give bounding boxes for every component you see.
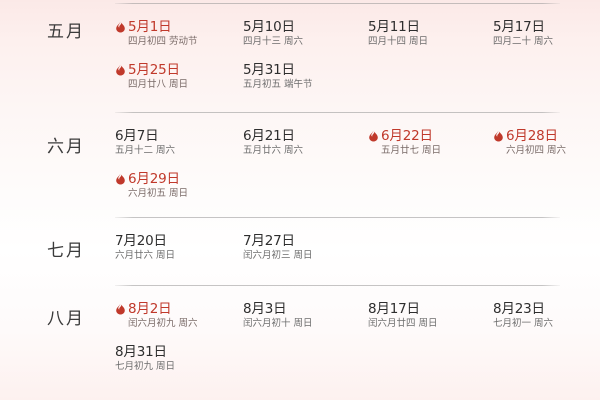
- entry-date: 6月7日: [115, 128, 159, 144]
- date-entry[interactable]: 7月27日 闰六月初三 周日: [243, 234, 371, 262]
- entry-date: 7月20日: [115, 233, 167, 249]
- entry-lunar-label: 五月十二 周六: [115, 145, 176, 156]
- holiday-entry[interactable]: 5月1日 四月初四 劳动节: [115, 20, 243, 48]
- date-entry[interactable]: 8月17日 闰六月廿四 周日: [368, 302, 496, 330]
- entry-header: 7月20日: [115, 234, 243, 249]
- entry-lunar-label: 七月初九 周日: [115, 361, 176, 372]
- entry-header: 6月28日: [493, 129, 600, 144]
- month-divider: [115, 217, 560, 218]
- entry-header: 5月25日: [115, 63, 243, 78]
- entry-date: 5月31日: [243, 62, 295, 78]
- date-entry[interactable]: 7月20日 六月廿六 周日: [115, 234, 243, 262]
- entry-header: 6月7日: [115, 129, 243, 144]
- month-label: 七月: [47, 241, 85, 261]
- entry-lunar-label: 闰六月初九 周六: [128, 318, 198, 329]
- date-entry[interactable]: 5月31日 五月初五 端午节: [243, 63, 371, 91]
- entry-header: 8月3日: [243, 302, 371, 317]
- entry-date: 5月11日: [368, 19, 420, 35]
- entry-date: 6月22日: [381, 128, 433, 144]
- entry-lunar-label: 四月初四 劳动节: [128, 36, 198, 47]
- entry-lunar-label: 闰六月初十 周日: [243, 318, 313, 329]
- entry-lunar-label: 闰六月廿四 周日: [368, 318, 438, 329]
- entry-lunar-label: 六月初五 周日: [128, 188, 189, 199]
- entry-header: 5月31日: [243, 63, 371, 78]
- holiday-entry[interactable]: 6月28日 六月初四 周六: [493, 129, 600, 157]
- entry-lunar-label: 四月廿八 周日: [128, 79, 189, 90]
- entry-lunar-label: 闰六月初三 周日: [243, 250, 313, 261]
- entry-date: 6月21日: [243, 128, 295, 144]
- month-divider: [115, 285, 560, 286]
- entry-lunar-label: 五月初五 端午节: [243, 79, 313, 90]
- entry-header: 5月11日: [368, 20, 496, 35]
- entry-lunar-label: 五月廿六 周六: [243, 145, 304, 156]
- entry-header: 5月1日: [115, 20, 243, 35]
- entry-header: 8月17日: [368, 302, 496, 317]
- flame-icon: [115, 21, 126, 34]
- flame-icon: [368, 130, 379, 143]
- entry-lunar-label: 四月二十 周六: [493, 36, 554, 47]
- date-entry[interactable]: 8月23日 七月初一 周六: [493, 302, 600, 330]
- entry-header: 7月27日: [243, 234, 371, 249]
- entry-header: 8月23日: [493, 302, 600, 317]
- flame-icon: [493, 130, 504, 143]
- date-entry[interactable]: 6月7日 五月十二 周六: [115, 129, 243, 157]
- entry-date: 7月27日: [243, 233, 295, 249]
- entry-lunar-label: 六月廿六 周日: [115, 250, 176, 261]
- month-label: 八月: [47, 309, 85, 329]
- holiday-entry[interactable]: 8月2日 闰六月初九 周六: [115, 302, 243, 330]
- entry-date: 6月28日: [506, 128, 558, 144]
- entry-lunar-label: 六月初四 周六: [506, 145, 567, 156]
- holiday-entry[interactable]: 6月29日 六月初五 周日: [115, 172, 243, 200]
- date-entry[interactable]: 6月21日 五月廿六 周六: [243, 129, 371, 157]
- entry-lunar-label: 五月廿七 周日: [381, 145, 442, 156]
- entry-date: 5月10日: [243, 19, 295, 35]
- entry-date: 5月25日: [128, 62, 180, 78]
- holiday-entry[interactable]: 5月25日 四月廿八 周日: [115, 63, 243, 91]
- date-entry[interactable]: 8月31日 七月初九 周日: [115, 345, 243, 373]
- month-label: 六月: [47, 137, 85, 157]
- entry-date: 8月23日: [493, 301, 545, 317]
- date-entry[interactable]: 5月11日 四月十四 周日: [368, 20, 496, 48]
- entry-date: 8月17日: [368, 301, 420, 317]
- entry-date: 8月3日: [243, 301, 287, 317]
- entry-header: 5月10日: [243, 20, 371, 35]
- date-entry[interactable]: 5月17日 四月二十 周六: [493, 20, 600, 48]
- entry-date: 8月2日: [128, 301, 172, 317]
- holiday-entry[interactable]: 6月22日 五月廿七 周日: [368, 129, 496, 157]
- entry-header: 8月2日: [115, 302, 243, 317]
- flame-icon: [115, 64, 126, 77]
- flame-icon: [115, 173, 126, 186]
- entry-header: 6月29日: [115, 172, 243, 187]
- entry-header: 6月22日: [368, 129, 496, 144]
- entry-header: 8月31日: [115, 345, 243, 360]
- entry-header: 6月21日: [243, 129, 371, 144]
- flame-icon: [115, 303, 126, 316]
- month-divider: [115, 112, 560, 113]
- month-label: 五月: [47, 22, 85, 42]
- entry-lunar-label: 七月初一 周六: [493, 318, 554, 329]
- entry-date: 8月31日: [115, 344, 167, 360]
- date-entry[interactable]: 5月10日 四月十三 周六: [243, 20, 371, 48]
- entry-header: 5月17日: [493, 20, 600, 35]
- entry-lunar-label: 四月十四 周日: [368, 36, 429, 47]
- date-entry[interactable]: 8月3日 闰六月初十 周日: [243, 302, 371, 330]
- entry-lunar-label: 四月十三 周六: [243, 36, 304, 47]
- entry-date: 6月29日: [128, 171, 180, 187]
- entry-date: 5月17日: [493, 19, 545, 35]
- month-divider: [115, 3, 560, 4]
- entry-date: 5月1日: [128, 19, 172, 35]
